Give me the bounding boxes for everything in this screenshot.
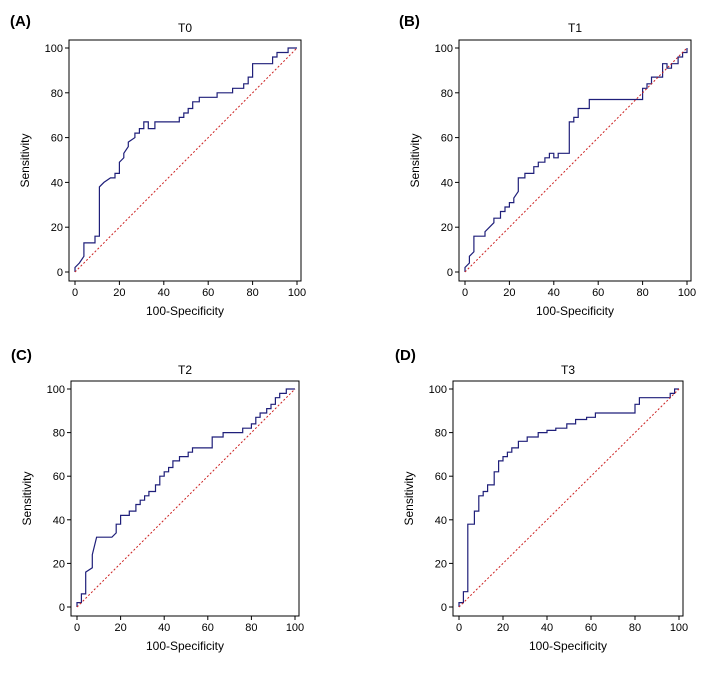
y-tick-label: 20 (435, 558, 447, 570)
x-tick-label: 40 (158, 622, 170, 634)
chart-title: T1 (568, 21, 582, 35)
y-tick-label: 0 (57, 267, 63, 279)
x-axis-label: 100-Specificity (146, 304, 224, 318)
plot-frame (452, 380, 684, 617)
x-tick-label: 100 (286, 622, 304, 634)
x-tick-label: 60 (592, 287, 604, 299)
y-tick-label: 80 (435, 428, 447, 440)
reference-diagonal-line (74, 47, 298, 273)
y-axis-label: Sensitivity (18, 133, 32, 187)
y-tick-label: 80 (441, 88, 453, 100)
y-axis-label: Sensitivity (20, 471, 34, 525)
panel-label: (D) (395, 347, 416, 364)
y-tick-label: 40 (441, 177, 453, 189)
reference-diagonal-line (464, 47, 688, 273)
x-tick-label: 0 (74, 622, 80, 634)
reference-diagonal-line (76, 388, 296, 608)
y-tick-label: 100 (429, 384, 447, 396)
x-tick-label: 100 (678, 287, 696, 299)
y-tick-label: 100 (45, 43, 63, 55)
x-axis-label: 100-Specificity (146, 639, 224, 653)
y-tick-label: 0 (59, 602, 65, 614)
roc-curve (76, 388, 295, 607)
x-tick-label: 0 (72, 287, 78, 299)
y-tick-label: 20 (441, 222, 453, 234)
plot-frame (458, 39, 692, 282)
x-tick-label: 80 (636, 287, 648, 299)
y-tick-label: 60 (441, 133, 453, 145)
roc-panel: (C) T2 0 20 40 60 80 100 0 20 40 60 80 100 100-Specifi… (11, 347, 304, 653)
x-tick-label: 20 (497, 622, 509, 634)
chart-title: T2 (178, 363, 192, 377)
y-tick-label: 80 (51, 88, 63, 100)
x-tick-label: 60 (585, 622, 597, 634)
y-tick-label: 60 (435, 471, 447, 483)
plot-frame (70, 380, 300, 617)
x-tick-label: 60 (202, 287, 214, 299)
roc-panel: (A) T0 0 20 40 60 80 100 0 20 40 60 80 100 100-Specifi… (10, 13, 306, 318)
x-tick-label: 80 (246, 287, 258, 299)
panel-label: (C) (11, 347, 32, 364)
y-tick-label: 20 (51, 222, 63, 234)
chart-title: T3 (561, 363, 575, 377)
roc-curve (458, 388, 679, 607)
plot-frame (68, 39, 302, 282)
panel-label: (A) (10, 13, 31, 30)
x-tick-label: 20 (114, 622, 126, 634)
x-tick-label: 80 (245, 622, 257, 634)
roc-curve (74, 47, 297, 272)
y-axis-label: Sensitivity (402, 471, 416, 525)
roc-curve (464, 48, 688, 272)
y-axis-label: Sensitivity (408, 133, 422, 187)
x-tick-label: 80 (629, 622, 641, 634)
reference-diagonal-line (458, 388, 680, 608)
y-tick-label: 40 (53, 515, 65, 527)
y-tick-label: 60 (51, 133, 63, 145)
x-tick-label: 0 (462, 287, 468, 299)
x-axis-label: 100-Specificity (529, 639, 607, 653)
y-tick-label: 40 (435, 515, 447, 527)
y-tick-label: 80 (53, 428, 65, 440)
x-tick-label: 40 (541, 622, 553, 634)
y-tick-label: 0 (447, 267, 453, 279)
x-tick-label: 0 (456, 622, 462, 634)
y-tick-label: 60 (53, 471, 65, 483)
y-tick-label: 20 (53, 558, 65, 570)
x-tick-label: 60 (202, 622, 214, 634)
roc-panel: (B) T1 0 20 40 60 80 100 0 20 40 60 80 100 100-Specifi… (399, 13, 696, 318)
y-tick-label: 0 (441, 602, 447, 614)
x-tick-label: 40 (548, 287, 560, 299)
chart-title: T0 (178, 21, 192, 35)
y-tick-label: 100 (435, 43, 453, 55)
x-tick-label: 20 (113, 287, 125, 299)
x-tick-label: 40 (158, 287, 170, 299)
x-axis-label: 100-Specificity (536, 304, 614, 318)
x-tick-label: 100 (670, 622, 688, 634)
panel-label: (B) (399, 13, 420, 30)
x-tick-label: 100 (288, 287, 306, 299)
roc-panel: (D) T3 0 20 40 60 80 100 0 20 40 60 80 100 100-Specifi… (395, 347, 688, 653)
y-tick-label: 100 (47, 384, 65, 396)
x-tick-label: 20 (503, 287, 515, 299)
y-tick-label: 40 (51, 177, 63, 189)
